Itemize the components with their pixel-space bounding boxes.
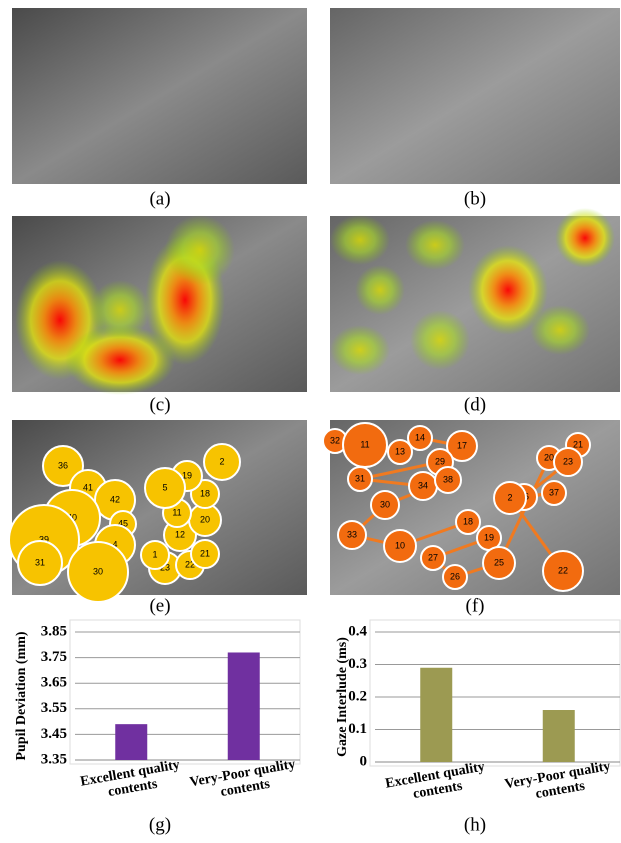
fixation-label: 34	[418, 480, 428, 490]
fixation-label: 11	[360, 439, 369, 449]
y-tick-label: 0	[360, 753, 368, 769]
x-tick-label: Very-Poor quality contents	[492, 757, 621, 809]
fixation-label: 20	[544, 452, 554, 462]
fixation-label: 14	[415, 432, 425, 442]
y-tick-label: 3.85	[41, 623, 67, 639]
fixation-label: 31	[355, 473, 365, 483]
fixation-label: 26	[450, 571, 460, 581]
y-tick-label: 0.4	[348, 623, 367, 639]
caption: (b)	[464, 188, 486, 209]
fixation-label: 21	[573, 439, 583, 449]
fixation-label: 13	[395, 446, 405, 456]
photo	[12, 8, 307, 184]
fixation-label: 27	[428, 552, 438, 562]
fixation-label: 19	[484, 532, 494, 542]
caption: (g)	[149, 814, 171, 835]
fixation-label: 31	[35, 557, 45, 567]
caption: (a)	[149, 188, 170, 209]
fixation-label: 30	[380, 499, 390, 509]
x-tick-label: Very-Poor quality contents	[177, 755, 310, 807]
photo	[330, 8, 620, 184]
y-tick-label: 0.1	[348, 721, 367, 737]
fixation-label: 41	[83, 482, 93, 492]
page: {"panels": [ {"caption": "(a)"}, {"capti…	[0, 0, 621, 838]
plot-frame	[70, 620, 300, 764]
fixation-label: 42	[110, 494, 120, 504]
bar	[228, 652, 260, 760]
y-tick-label: 3.55	[41, 700, 67, 716]
fixation-label: 10	[395, 540, 405, 550]
fixation-label: 32	[330, 435, 340, 445]
figure: (a)(b)(c)(d)(e)(f)3641424045394313023221…	[0, 0, 621, 838]
fixation-label: 2	[219, 456, 224, 466]
bar	[420, 668, 452, 762]
fixation-label: 37	[549, 487, 559, 497]
bar	[115, 724, 147, 760]
fixation-label: 23	[563, 456, 573, 466]
y-tick-label: 3.35	[41, 751, 67, 767]
y-tick-label: 3.45	[41, 726, 67, 742]
fixation-label: 30	[93, 566, 103, 576]
y-tick-label: 3.75	[41, 649, 67, 665]
fixation-label: 29	[435, 456, 445, 466]
y-tick-label: 0.3	[348, 656, 367, 672]
fixation-label: 36	[58, 460, 68, 470]
bar	[543, 710, 575, 762]
fixation-label: 22	[558, 565, 568, 575]
fixation-label: 21	[200, 548, 210, 558]
fixation-label: 18	[463, 516, 473, 526]
fixation-label: 1	[152, 549, 157, 559]
fixation-label: 20	[200, 514, 210, 524]
fixation-label: 38	[443, 474, 453, 484]
fixation-label: 11	[172, 507, 181, 517]
fixation-label: 33	[347, 529, 357, 539]
fixation-label: 18	[200, 488, 210, 498]
fixation-label: 25	[494, 557, 504, 567]
caption: (d)	[464, 394, 486, 415]
fixation-label: 2	[507, 492, 512, 502]
plot-frame	[370, 620, 620, 766]
x-tick-label: Excellent quality contents	[370, 757, 503, 809]
caption: (e)	[149, 595, 170, 616]
caption: (c)	[149, 394, 170, 415]
fixation-label: 12	[175, 529, 185, 539]
caption: (h)	[464, 814, 486, 835]
fixation-label: 17	[457, 440, 467, 450]
y-axis-label: Gaze Interlude (ms)	[335, 637, 350, 757]
y-tick-label: 0.2	[348, 688, 367, 704]
y-tick-label: 3.65	[41, 675, 67, 691]
caption: (f)	[466, 595, 485, 616]
fixation-label: 5	[162, 482, 167, 492]
y-axis-label: Pupil Deviation (mm)	[14, 631, 29, 760]
